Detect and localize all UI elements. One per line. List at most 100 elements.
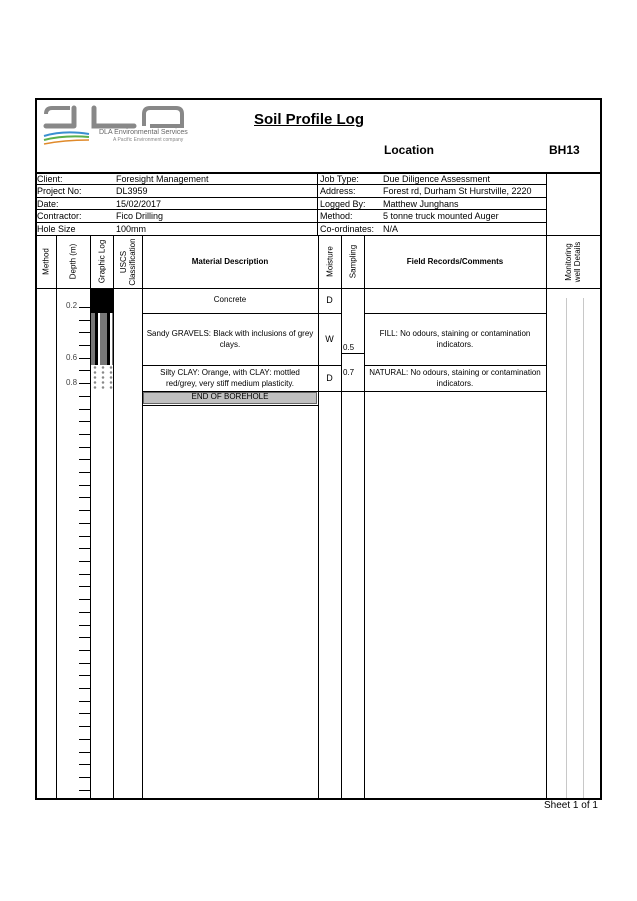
dla-logo — [42, 104, 192, 148]
column-divider — [341, 235, 342, 799]
column-divider — [90, 235, 91, 799]
info-label: Job Type: — [320, 174, 359, 184]
depth-tick — [79, 383, 90, 384]
depth-tick — [79, 599, 90, 600]
info-label: Hole Size — [37, 224, 76, 234]
layer-3-material: Silty CLAY: Orange, with CLAY: mottled r… — [160, 368, 300, 388]
column-divider — [546, 235, 547, 799]
depth-label: 0.8 — [66, 378, 78, 387]
depth-tick — [79, 637, 90, 638]
depth-tick — [79, 548, 90, 549]
info-label: Co-ordinates: — [320, 224, 375, 234]
column-header-depth: Depth (m) — [68, 243, 78, 280]
depth-tick — [79, 574, 90, 575]
column-divider — [56, 235, 57, 799]
location-value: BH13 — [549, 143, 580, 157]
depth-tick — [79, 701, 90, 702]
column-header-graphic-log: Graphic Log — [97, 239, 107, 284]
graphic-concrete — [91, 288, 113, 313]
column-divider — [142, 235, 143, 799]
depth-tick — [79, 561, 90, 562]
depth-tick — [79, 663, 90, 664]
monitoring-line1: Monitoring — [564, 243, 573, 281]
column-header-moisture: Moisture — [325, 246, 335, 277]
column-header-field-records: Field Records/Comments — [406, 257, 504, 266]
depth-tick — [79, 510, 90, 511]
column-divider — [113, 235, 114, 799]
info-label: Project No: — [37, 186, 82, 196]
depth-tick — [79, 459, 90, 460]
depth-tick — [79, 332, 90, 333]
info-label: Address: — [320, 186, 356, 196]
depth-tick — [79, 790, 90, 791]
depth-tick — [79, 307, 90, 308]
info-value: Fico Drilling — [116, 211, 164, 221]
log-border — [35, 98, 602, 800]
depth-tick — [79, 688, 90, 689]
depth-tick — [79, 345, 90, 346]
info-label: Logged By: — [320, 199, 366, 209]
location-label: Location — [384, 143, 434, 157]
depth-tick — [79, 523, 90, 524]
page-title: Soil Profile Log — [254, 111, 365, 128]
layer-2-moisture: W — [325, 334, 334, 344]
depth-tick — [79, 447, 90, 448]
depth-tick — [79, 752, 90, 753]
depth-tick — [79, 472, 90, 473]
depth-tick — [79, 625, 90, 626]
info-value: Matthew Junghans — [383, 199, 459, 209]
column-divider — [318, 235, 319, 799]
depth-tick — [79, 497, 90, 498]
depth-tick — [79, 536, 90, 537]
sheet-number: Sheet 1 of 1 — [544, 800, 598, 811]
layer-1-material: Concrete — [213, 295, 247, 304]
graphic-clay — [91, 365, 113, 391]
info-value: 100mm — [116, 224, 147, 234]
depth-tick — [79, 675, 90, 676]
well-line — [583, 298, 584, 798]
layer-1-moisture: D — [326, 295, 333, 305]
depth-tick — [79, 396, 90, 397]
depth-tick — [79, 370, 90, 371]
info-value: 15/02/2017 — [116, 199, 162, 209]
sample-2: 0.7 — [343, 368, 355, 377]
graphic-gravel — [91, 313, 113, 365]
depth-tick — [79, 764, 90, 765]
end-of-borehole-label: END OF BOREHOLE — [191, 392, 269, 401]
end-of-borehole-bar — [143, 392, 317, 404]
monitoring-line2: well Details — [573, 241, 582, 283]
depth-tick — [79, 485, 90, 486]
depth-tick — [79, 421, 90, 422]
info-value: N/A — [383, 224, 399, 234]
depth-tick — [79, 358, 90, 359]
info-value: DL3959 — [116, 186, 148, 196]
depth-tick — [79, 739, 90, 740]
column-header-sampling: Sampling — [348, 244, 358, 279]
layer-3-moisture: D — [326, 373, 333, 383]
info-label: Contractor: — [37, 211, 82, 221]
depth-label: 0.6 — [66, 353, 78, 362]
column-header-material: Material Description — [191, 257, 269, 266]
depth-tick — [79, 409, 90, 410]
depth-tick — [79, 713, 90, 714]
layer-3-field-record: NATURAL: No odours, staining or contamin… — [369, 368, 541, 388]
depth-label: 0.2 — [66, 301, 78, 310]
uscs-line2: Classification — [128, 238, 137, 286]
info-value: 5 tonne truck mounted Auger — [383, 211, 499, 221]
info-label: Method: — [320, 211, 353, 221]
depth-tick — [79, 726, 90, 727]
column-header-monitoring: Monitoring well Details — [564, 227, 582, 297]
depth-tick — [79, 434, 90, 435]
logo-company: DLA Environmental Services — [99, 129, 188, 136]
depth-tick — [79, 320, 90, 321]
uscs-line1: USCS — [119, 250, 128, 274]
column-header-method: Method — [41, 248, 51, 275]
depth-tick — [79, 777, 90, 778]
info-label: Date: — [37, 199, 59, 209]
layer-2-field-record: FILL: No odours, staining or contaminati… — [379, 329, 531, 349]
layer-2-material: Sandy GRAVELS: Black with inclusions of … — [146, 329, 314, 349]
depth-tick — [79, 650, 90, 651]
info-label: Client: — [37, 174, 63, 184]
logo-tagline: A Pacific Environment company — [113, 137, 184, 143]
